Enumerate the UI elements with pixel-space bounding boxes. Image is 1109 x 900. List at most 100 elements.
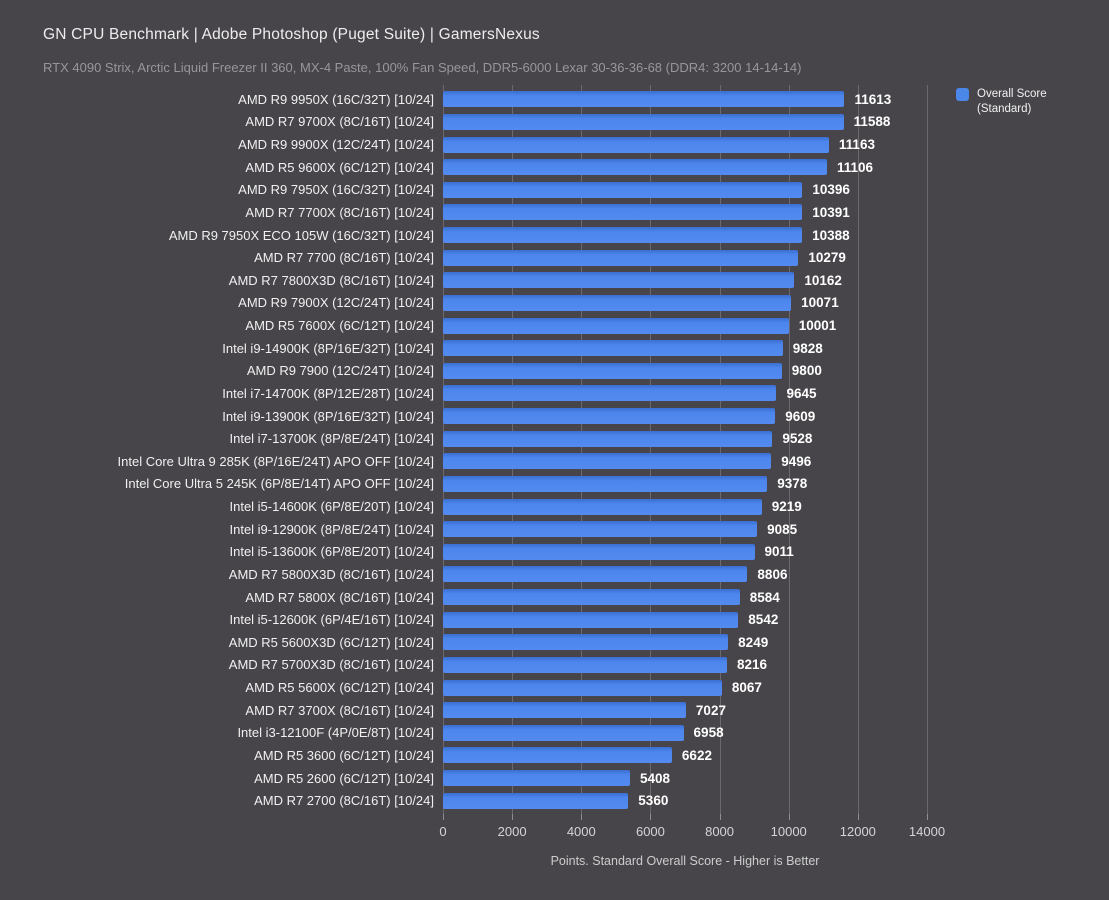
bar-category-label: AMD R9 7950X (16C/32T) [10/24] <box>238 182 434 198</box>
bar <box>443 566 748 583</box>
x-axis-tick-label: 14000 <box>908 824 946 839</box>
bar-value: 11588 <box>853 114 891 130</box>
gridline <box>650 85 652 815</box>
bar-category-label: AMD R5 7600X (6C/12T) [10/24] <box>245 318 434 334</box>
bar-value: 9800 <box>791 363 822 379</box>
chart-row: Intel Core Ultra 9 285K (8P/16E/24T) APO… <box>43 450 927 473</box>
bar-category-label: Intel i9-13900K (8P/16E/32T) [10/24] <box>222 408 434 424</box>
bar-track: 9085 <box>443 521 927 538</box>
bar-track: 8542 <box>443 611 927 628</box>
bar-track: 9645 <box>443 385 927 402</box>
bar <box>443 385 777 402</box>
chart-row: AMD R5 5600X3D (6C/12T) [10/24] 8249 <box>43 631 927 654</box>
bar <box>443 521 758 538</box>
bar-value: 10279 <box>808 250 846 266</box>
chart-row: AMD R9 9900X (12C/24T) [10/24] 11163 <box>43 133 927 156</box>
bar <box>443 589 740 606</box>
bar-value: 10388 <box>812 227 850 243</box>
bar-value: 10071 <box>801 295 839 311</box>
legend-swatch-icon <box>956 88 969 101</box>
bar <box>443 317 789 334</box>
chart-row: AMD R7 5800X (8C/16T) [10/24] 8584 <box>43 586 927 609</box>
bar-category-label: AMD R9 9950X (16C/32T) [10/24] <box>238 91 434 107</box>
chart-row: Intel i7-14700K (8P/12E/28T) [10/24] 9645 <box>43 382 927 405</box>
bar-value: 10391 <box>812 204 850 220</box>
bar <box>443 113 844 130</box>
x-axis-tick-label: 2000 <box>497 824 527 839</box>
bar-track: 10001 <box>443 317 927 334</box>
bar-track: 10162 <box>443 272 927 289</box>
chart-row: AMD R7 5700X3D (8C/16T) [10/24] 8216 <box>43 654 927 677</box>
bar-category-label: Intel Core Ultra 9 285K (8P/16E/24T) APO… <box>117 453 434 469</box>
bar-category-label: AMD R5 5600X3D (6C/12T) [10/24] <box>228 634 434 650</box>
bar <box>443 181 803 198</box>
bar-track: 10391 <box>443 204 927 221</box>
chart-row: AMD R7 7700 (8C/16T) [10/24] 10279 <box>43 246 927 269</box>
gridline <box>581 85 583 815</box>
chart-row: Intel i9-13900K (8P/16E/32T) [10/24] 9609 <box>43 405 927 428</box>
bar-value: 11163 <box>838 137 875 153</box>
bar-track: 8584 <box>443 589 927 606</box>
chart-row: Intel i9-12900K (8P/8E/24T) [10/24] 9085 <box>43 518 927 541</box>
grid-layer <box>443 85 928 815</box>
bar-value: 5408 <box>639 770 670 786</box>
bar-category-label: AMD R7 5800X3D (8C/16T) [10/24] <box>228 566 434 582</box>
chart-row: AMD R9 7950X ECO 105W (16C/32T) [10/24] 1… <box>43 224 927 247</box>
chart-row: Intel i3-12100F (4P/0E/8T) [10/24] 6958 <box>43 722 927 745</box>
bar-track: 9528 <box>443 430 927 447</box>
bar-category-label: AMD R9 7900X (12C/24T) [10/24] <box>238 295 434 311</box>
chart-row: AMD R7 7800X3D (8C/16T) [10/24] 10162 <box>43 269 927 292</box>
bar-track: 9011 <box>443 543 927 560</box>
bar <box>443 294 792 311</box>
bar-category-label: AMD R7 7700 (8C/16T) [10/24] <box>254 250 434 266</box>
chart-row: Intel i5-14600K (6P/8E/20T) [10/24] 9219 <box>43 495 927 518</box>
bar-track: 7027 <box>443 702 927 719</box>
chart-row: Intel i7-13700K (8P/8E/24T) [10/24] 9528 <box>43 427 927 450</box>
chart-row: AMD R9 7950X (16C/32T) [10/24] 10396 <box>43 179 927 202</box>
bar-value: 9528 <box>782 431 813 447</box>
bar-value: 9609 <box>785 408 816 424</box>
bar <box>443 340 783 357</box>
bar-value: 7027 <box>695 702 726 718</box>
legend-label: Overall Score (Standard) <box>977 88 1047 115</box>
chart-row: AMD R9 9950X (16C/32T) [10/24] 11613 <box>43 88 927 111</box>
bar-track: 9219 <box>443 498 927 515</box>
legend: Overall Score (Standard) <box>956 87 1063 117</box>
bar <box>443 91 845 108</box>
bar-value: 8249 <box>738 634 769 650</box>
bar-track: 9800 <box>443 362 927 379</box>
x-axis-tick <box>788 814 790 820</box>
chart-row: AMD R5 3600 (6C/12T) [10/24] 6622 <box>43 744 927 767</box>
bar-track: 6622 <box>443 747 927 764</box>
x-axis-tick <box>512 814 514 820</box>
x-axis-title: Points. Standard Overall Score - Higher … <box>550 854 820 868</box>
x-axis-tick-label: 10000 <box>770 824 807 839</box>
bar-category-label: AMD R9 9900X (12C/24T) [10/24] <box>238 137 434 153</box>
bar <box>443 159 827 176</box>
bar-value: 8542 <box>748 612 779 628</box>
x-axis-tick <box>650 814 652 820</box>
gridline <box>857 85 859 815</box>
bar-value: 10162 <box>804 272 842 288</box>
bar <box>443 249 799 266</box>
bar <box>443 770 630 787</box>
chart-row: AMD R5 5600X (6C/12T) [10/24] 8067 <box>43 676 927 699</box>
bar <box>443 679 722 696</box>
bar-value: 9496 <box>781 453 812 469</box>
x-axis-tick <box>443 814 444 820</box>
bar-track: 8806 <box>443 566 927 583</box>
bar-category-label: Intel i5-14600K (6P/8E/20T) [10/24] <box>229 499 434 515</box>
chart-row: Intel i5-12600K (6P/4E/16T) [10/24] 8542 <box>43 608 927 631</box>
bar-value: 8216 <box>737 657 768 673</box>
bar-track: 10071 <box>443 294 927 311</box>
bar-value: 10001 <box>798 318 837 334</box>
bar <box>443 475 768 492</box>
bar-chart: AMD R9 9950X (16C/32T) [10/24] 11613 AMD R… <box>43 85 945 868</box>
chart-row: AMD R7 7700X (8C/16T) [10/24] 10391 <box>43 201 927 224</box>
bar-category-label: Intel Core Ultra 5 245K (6P/8E/14T) APO … <box>124 476 434 492</box>
bar-track: 11588 <box>443 113 927 130</box>
bar <box>443 792 629 809</box>
x-axis-tick <box>927 814 928 820</box>
chart-row: Intel i5-13600K (6P/8E/20T) [10/24] 9011 <box>43 541 927 564</box>
